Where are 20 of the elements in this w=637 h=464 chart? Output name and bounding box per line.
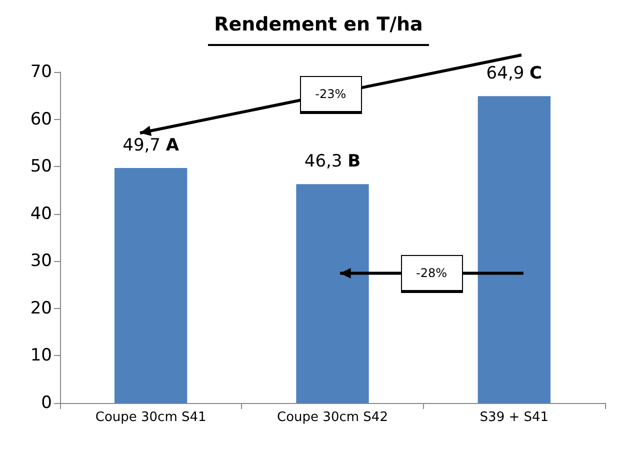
y-tick-label: 50 <box>30 156 52 177</box>
bar <box>478 96 550 403</box>
y-tick-label: 0 <box>41 393 52 413</box>
x-tick-label: Coupe 30cm S42 <box>277 410 388 425</box>
y-tick-label: 40 <box>30 204 52 224</box>
y-tick-label: 70 <box>30 62 52 82</box>
annotation: -28% <box>416 266 447 280</box>
bar <box>114 168 188 403</box>
data-label: 49,7 A <box>122 135 180 156</box>
annotation: -23% <box>315 86 346 101</box>
data-label: 64,9 C <box>486 64 542 84</box>
chart-title: Rendement en T/ha <box>214 14 423 36</box>
x-tick-label: Coupe 30cm S41 <box>95 410 206 425</box>
bar <box>296 184 369 403</box>
data-label: 46,3 B <box>304 152 361 172</box>
x-tick-label: S39 + S41 <box>480 410 549 425</box>
y-tick-label: 20 <box>30 298 52 318</box>
y-tick-label: 30 <box>30 251 52 272</box>
y-tick-label: 10 <box>30 346 52 366</box>
y-tick-label: 60 <box>30 109 52 130</box>
